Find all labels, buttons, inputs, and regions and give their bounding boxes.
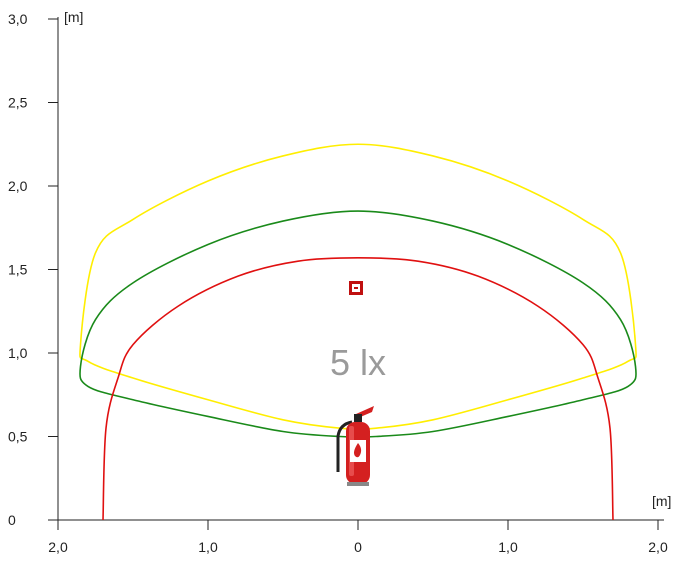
- x-tick-label: 0: [354, 539, 362, 555]
- isolux-curve-3: [102, 257, 614, 521]
- y-tick-label: 2,0: [8, 178, 28, 194]
- x-tick-label: 2,0: [48, 539, 68, 555]
- isolux-curve-2: [79, 210, 637, 438]
- x-tick-label: 1,0: [198, 539, 218, 555]
- y-tick-label: 0,5: [8, 429, 28, 445]
- y-tick-label: 1,0: [8, 345, 28, 361]
- luminaire-icon: [349, 281, 363, 295]
- y-unit: [m]: [64, 9, 83, 25]
- isolux-curve-1: [79, 143, 637, 430]
- x-tick-label: 2,0: [648, 539, 668, 555]
- x-unit: [m]: [652, 493, 671, 509]
- fire-extinguisher-icon: [336, 406, 374, 486]
- x-tick-label: 1,0: [498, 539, 518, 555]
- y-tick-label: 3,0: [8, 11, 28, 27]
- y-tick-label: 2,5: [8, 95, 28, 111]
- lux-annotation: 5 lx: [330, 342, 386, 383]
- y-tick-label: 0: [8, 512, 16, 528]
- y-tick-label: 1,5: [8, 262, 28, 278]
